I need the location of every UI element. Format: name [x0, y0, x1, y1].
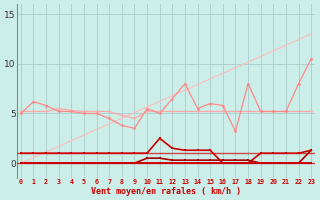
- X-axis label: Vent moyen/en rafales ( km/h ): Vent moyen/en rafales ( km/h ): [91, 187, 241, 196]
